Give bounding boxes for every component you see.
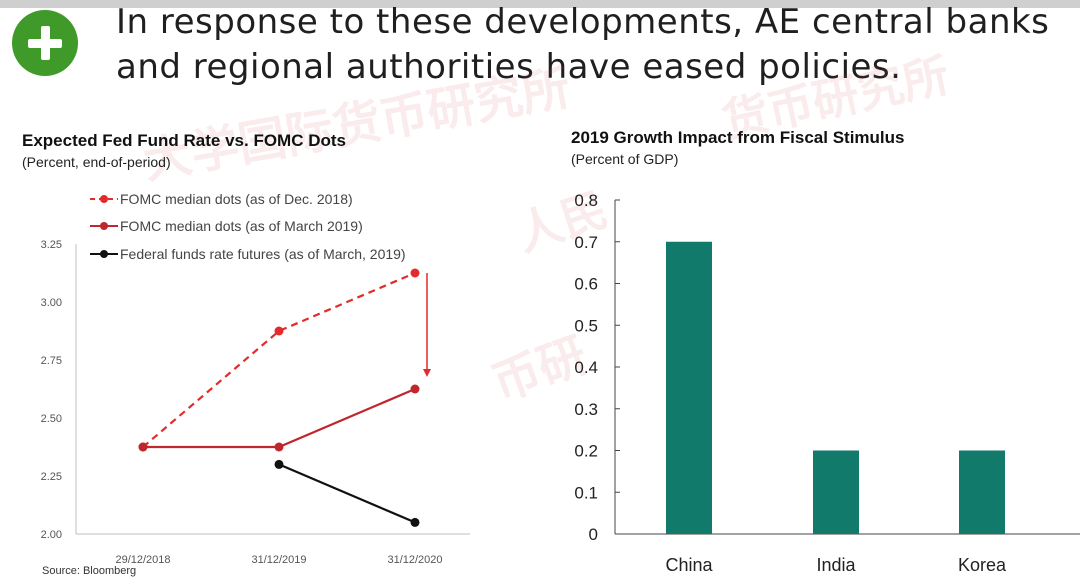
data-point [410, 384, 420, 394]
bar [666, 241, 712, 534]
y-tick-label: 2.25 [41, 471, 62, 483]
legend-label: FOMC median dots (as of Dec. 2018) [120, 191, 353, 207]
data-point [274, 326, 284, 336]
y-tick-label: 0.7 [574, 233, 598, 252]
y-tick-label: 3.00 [41, 297, 62, 309]
data-point [410, 268, 420, 278]
slide-headline: In response to these developments, AE ce… [116, 2, 1050, 87]
y-tick-label: 0.4 [574, 358, 598, 377]
y-tick-label: 3.25 [41, 239, 62, 251]
x-tick-label: 29/12/2018 [115, 554, 170, 566]
series-line [278, 463, 416, 524]
y-tick-label: 0.3 [574, 400, 598, 419]
legend-marker [100, 195, 108, 203]
series-line [142, 271, 416, 448]
annotation-arrow-head [423, 369, 431, 377]
y-tick-label: 0.5 [574, 316, 598, 335]
source-note: Source: Bloomberg [42, 565, 137, 577]
y-tick-label: 0.8 [574, 191, 598, 210]
data-point [274, 459, 284, 469]
data-point [410, 517, 420, 527]
x-tick-label: Korea [958, 555, 1007, 575]
x-tick-label: 31/12/2020 [387, 554, 442, 566]
chart-subtitle: (Percent, end-of-period) [22, 154, 171, 170]
legend-label: Federal funds rate futures (as of March,… [120, 246, 406, 262]
bar [813, 450, 859, 534]
data-point [138, 442, 148, 452]
plus-circle-icon [12, 10, 78, 76]
x-tick-label: China [665, 555, 713, 575]
legend-marker [100, 222, 108, 230]
y-tick-label: 2.00 [41, 529, 62, 541]
legend-marker [100, 250, 108, 258]
chart-title: Expected Fed Fund Rate vs. FOMC Dots [22, 131, 346, 150]
y-tick-label: 0.1 [574, 483, 598, 502]
bar [959, 450, 1005, 534]
y-tick-label: 0.6 [574, 275, 598, 294]
data-point [274, 442, 284, 452]
y-tick-label: 2.50 [41, 413, 62, 425]
chart-subtitle: (Percent of GDP) [571, 151, 679, 167]
legend-label: FOMC median dots (as of March 2019) [120, 218, 363, 234]
y-tick-label: 0.2 [574, 442, 598, 461]
top-bar [0, 0, 1080, 8]
chart-title: 2019 Growth Impact from Fiscal Stimulus [571, 128, 905, 147]
series-line [143, 387, 416, 449]
line-chart: 3.25 3.00 2.75 2.50 2.25 2.00 29/12/2018 31/12/… [41, 191, 470, 566]
y-tick-label: 0 [589, 525, 598, 544]
x-tick-label: India [816, 555, 856, 575]
y-tick-label: 2.75 [41, 355, 62, 367]
x-tick-label: 31/12/2019 [251, 554, 306, 566]
bar-chart: 0.8 0.7 0.6 0.5 0.4 0.3 0.2 0.1 0 China India Korea [574, 191, 1080, 575]
